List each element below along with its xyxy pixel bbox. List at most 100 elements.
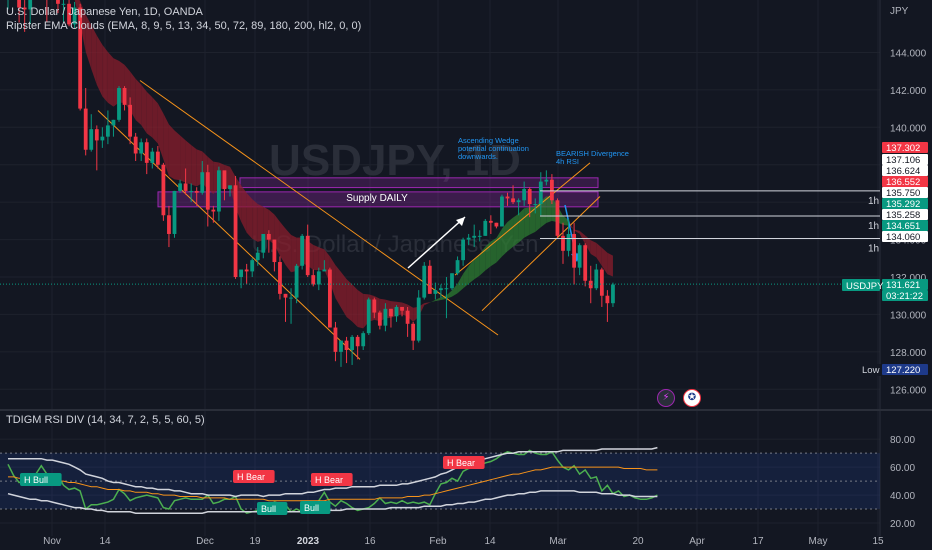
candle-body <box>139 142 144 154</box>
candle-body <box>22 7 27 10</box>
ema-cloud-segment <box>335 265 341 308</box>
candle-body <box>444 288 449 290</box>
candle-body <box>100 136 105 141</box>
ema-cloud-segment <box>163 113 169 177</box>
candle-body <box>228 185 232 190</box>
rsi-tick-label: 40.00 <box>890 491 915 502</box>
price-tick-label: 144.000 <box>890 48 927 59</box>
candle-body <box>122 88 127 105</box>
candle-body <box>472 235 477 238</box>
candle-body <box>577 245 582 268</box>
candle-body <box>150 151 155 163</box>
candle-body <box>200 172 205 193</box>
ema-cloud-segment <box>146 91 153 138</box>
ema-cloud-segment <box>601 247 608 275</box>
ema-cloud-segment <box>574 229 580 234</box>
rsi-tick-label: 60.00 <box>890 463 915 474</box>
candle-body <box>217 170 221 212</box>
ema-cloud-segment <box>279 221 286 266</box>
flag-icon[interactable]: ✪ <box>683 389 701 407</box>
candle-body <box>450 273 454 289</box>
lightning-icon[interactable]: ⚡ <box>657 389 675 407</box>
candle-body <box>261 233 266 253</box>
low-tag-bg <box>858 364 882 376</box>
price-badge-label: 03:21:22 <box>886 291 923 302</box>
rsi-tag-label: Bull <box>261 504 276 514</box>
price-badge-bg <box>882 209 928 220</box>
ema-cloud-segment <box>529 206 536 235</box>
ema-cloud-segment <box>341 271 347 318</box>
candle-body <box>128 104 132 137</box>
candle-body <box>250 260 255 272</box>
ema-cloud-segment <box>180 135 186 183</box>
rsi-tag-bg <box>311 473 353 486</box>
ema-cloud-segment <box>429 299 436 303</box>
rsi-tag-label: Bull <box>304 503 319 513</box>
candle-body <box>588 280 593 289</box>
candle-body <box>205 172 210 210</box>
candle-body <box>405 310 410 324</box>
ema-cloud-segment <box>457 273 464 294</box>
ema-cloud-segment <box>507 217 514 252</box>
time-tick-label: Apr <box>689 536 705 547</box>
divergence-annotation: 4h RSI <box>556 157 579 166</box>
price-badge-bg <box>882 290 928 301</box>
candle-body <box>366 299 371 334</box>
ema-cloud-segment <box>579 230 586 245</box>
supply-zone-label: Supply DAILY <box>346 193 408 204</box>
rsi-tick-label: 20.00 <box>890 519 915 530</box>
price-tick-label: 140.000 <box>890 123 927 134</box>
ema-cloud-segment <box>329 256 336 299</box>
candle-body <box>455 260 460 274</box>
price-badge-bg <box>882 142 928 153</box>
candle-body <box>133 136 138 154</box>
time-tick-label: 19 <box>249 536 261 547</box>
candle-body <box>72 7 77 25</box>
ema-cloud-segment <box>468 259 475 284</box>
candle-body <box>239 269 243 278</box>
rsi-title: TDIGM RSI DIV (14, 34, 7, 2, 5, 5, 60, 5… <box>6 414 205 426</box>
rsi-tag-bg <box>300 501 331 514</box>
grid <box>0 0 932 536</box>
candle-body <box>28 0 33 10</box>
ema-cloud-segment <box>285 228 292 273</box>
price-tick-label: 132.000 <box>890 273 927 284</box>
candle-body <box>344 340 349 350</box>
level-timeframe-label: 1h <box>868 221 879 232</box>
watermark-symbol: USDJPY, 1D <box>269 136 521 185</box>
wedge-annotation: potential continuation <box>458 144 529 153</box>
time-tick-label: 16 <box>364 536 376 547</box>
ema-cloud-segment <box>540 196 547 228</box>
candle-body <box>427 265 432 294</box>
candle-body <box>61 3 66 5</box>
time-tick-label: 17 <box>752 536 764 547</box>
ema-cloud-segment <box>435 297 441 302</box>
rsi-tag-label: H Bear <box>237 472 265 482</box>
time-tick-label: 20 <box>632 536 644 547</box>
ema-cloud-segment <box>252 199 258 242</box>
level-timeframe-label: 1h <box>868 243 879 254</box>
ema-cloud-segment <box>157 103 164 160</box>
ema-cloud-segment <box>257 204 264 242</box>
candle-body <box>394 306 399 317</box>
price-badge-bg <box>882 279 928 290</box>
candle-body <box>305 235 310 276</box>
chart-title: U.S. Dollar / Japanese Yen, 1D, OANDA <box>6 6 203 18</box>
ema-cloud-segment <box>524 207 530 238</box>
candle-body <box>605 295 610 304</box>
candle-body <box>511 198 515 203</box>
ema-cloud-segment <box>352 284 358 327</box>
price-badge-label: 135.750 <box>886 188 920 199</box>
candle-body <box>289 297 293 299</box>
candle-body <box>433 290 438 294</box>
rsi-tag-label: H Bear <box>447 458 475 468</box>
price-badge-bg <box>882 176 928 187</box>
ema-cloud-segment <box>135 78 142 125</box>
candle-body <box>17 0 21 8</box>
rsi-tag-label: H Bear <box>315 475 343 485</box>
ema-cloud-segment <box>501 222 508 257</box>
price-badge-bg <box>882 165 928 176</box>
ema-cloud-segment <box>246 193 253 239</box>
ema-cloud-segment <box>96 35 103 97</box>
ema-cloud-segment <box>191 144 197 187</box>
